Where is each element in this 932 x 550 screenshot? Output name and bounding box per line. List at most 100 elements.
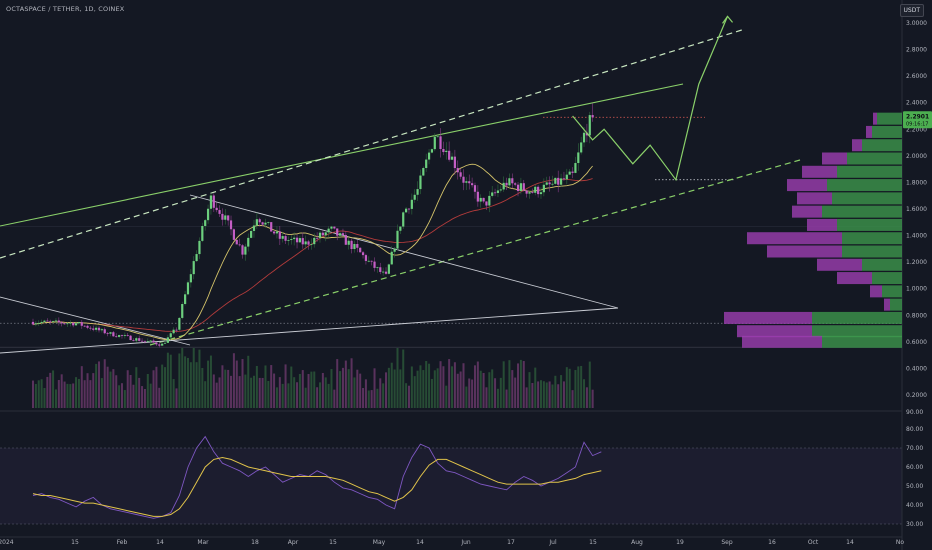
candle-body	[106, 333, 109, 335]
volume-bar	[339, 371, 342, 408]
candle-body	[508, 178, 511, 186]
candle-body	[275, 231, 279, 234]
volume-bar	[534, 367, 537, 408]
price-axis-label: 2.8000	[906, 47, 927, 54]
rsi-band	[0, 448, 902, 524]
current-price-badge	[903, 111, 932, 129]
volume-bar	[129, 375, 132, 408]
rsi-axis-label: 70.00	[906, 445, 923, 452]
candle-body	[51, 321, 55, 322]
volume-bar	[319, 382, 321, 408]
candle-body	[511, 178, 514, 184]
volume-bar	[181, 348, 184, 408]
candle-body	[336, 228, 339, 236]
candle-body	[169, 333, 172, 338]
volume-bar	[212, 374, 215, 408]
volume-bar	[201, 367, 204, 408]
candle-body	[229, 220, 233, 230]
volume-bar	[43, 387, 46, 408]
candle-body	[258, 219, 261, 223]
candle-body	[571, 171, 574, 173]
candle-body	[287, 240, 290, 241]
volume-profile-up-bar	[812, 311, 902, 324]
volume-bar	[164, 367, 167, 408]
time-axis-label: No	[896, 539, 904, 546]
volume-bar	[468, 378, 471, 408]
volume-bar	[278, 377, 281, 408]
candle-body	[95, 327, 98, 330]
volume-bar	[109, 371, 112, 408]
candle-body	[163, 342, 167, 344]
volume-bar	[290, 366, 293, 408]
candle-body	[491, 192, 494, 196]
volume-bar	[330, 369, 333, 408]
candle-body	[505, 182, 508, 186]
candle-body	[100, 329, 103, 331]
candle-body	[361, 252, 365, 256]
volume-profile-up-bar	[842, 232, 902, 245]
candle-body	[166, 337, 169, 343]
volume-bar	[585, 387, 588, 408]
price-axis-label: 0.2000	[906, 392, 927, 399]
candle-body	[204, 220, 207, 226]
currency-badge[interactable]: USDT	[899, 4, 924, 17]
volume-bar	[112, 369, 115, 408]
candle-body	[554, 177, 557, 184]
volume-bar	[152, 370, 155, 408]
volume-bar	[66, 383, 69, 408]
candle-body	[364, 255, 368, 261]
volume-bar	[52, 370, 55, 408]
candle-body	[161, 343, 164, 346]
time-axis-label: Oct	[808, 539, 819, 546]
volume-bar	[146, 373, 149, 408]
volume-profile-down-bar	[870, 285, 882, 298]
volume-bar	[574, 370, 577, 408]
time-axis-label: 14	[416, 539, 424, 546]
candle-body	[244, 246, 247, 255]
volume-bar	[505, 389, 508, 408]
candle-body	[537, 186, 540, 195]
volume-bar	[95, 363, 98, 408]
volume-bar	[539, 380, 542, 408]
candle-body	[341, 233, 345, 236]
candle-body	[221, 213, 224, 220]
candle-body	[238, 244, 241, 246]
candle-body	[450, 156, 454, 160]
volume-bar	[60, 374, 63, 408]
volume-bar	[370, 390, 373, 408]
volume-bar	[221, 365, 224, 408]
volume-bar	[143, 389, 146, 408]
descending-line	[0, 296, 191, 346]
candle-body	[522, 183, 525, 191]
volume-bar	[367, 390, 370, 408]
volume-bar	[100, 378, 103, 408]
volume-bar	[296, 382, 299, 408]
candle-body	[382, 271, 385, 273]
volume-bar	[186, 357, 189, 408]
candle-body	[539, 192, 543, 195]
volume-bar	[92, 373, 95, 408]
projected-path	[572, 16, 729, 182]
candle-body	[324, 232, 327, 236]
volume-bar	[204, 381, 207, 408]
price-axis-label: 1.6000	[906, 206, 927, 213]
candle-body	[54, 320, 58, 322]
time-axis-label: Feb	[117, 539, 128, 546]
volume-bar	[298, 373, 301, 408]
candle-body	[301, 238, 304, 245]
candle-body	[49, 321, 52, 323]
volume-bar	[235, 360, 238, 408]
volume-profile-down-bar	[767, 245, 842, 258]
candle-body	[63, 323, 66, 325]
candle-body	[321, 232, 324, 236]
rsi-axis-label: 30.00	[906, 521, 923, 528]
candle-body	[57, 320, 60, 323]
volume-bar	[175, 388, 178, 408]
volume-profile-down-bar	[884, 298, 890, 311]
volume-bar	[316, 387, 319, 408]
volume-bar	[476, 361, 479, 408]
volume-bar	[166, 352, 169, 408]
volume-profile-up-bar	[827, 179, 902, 192]
